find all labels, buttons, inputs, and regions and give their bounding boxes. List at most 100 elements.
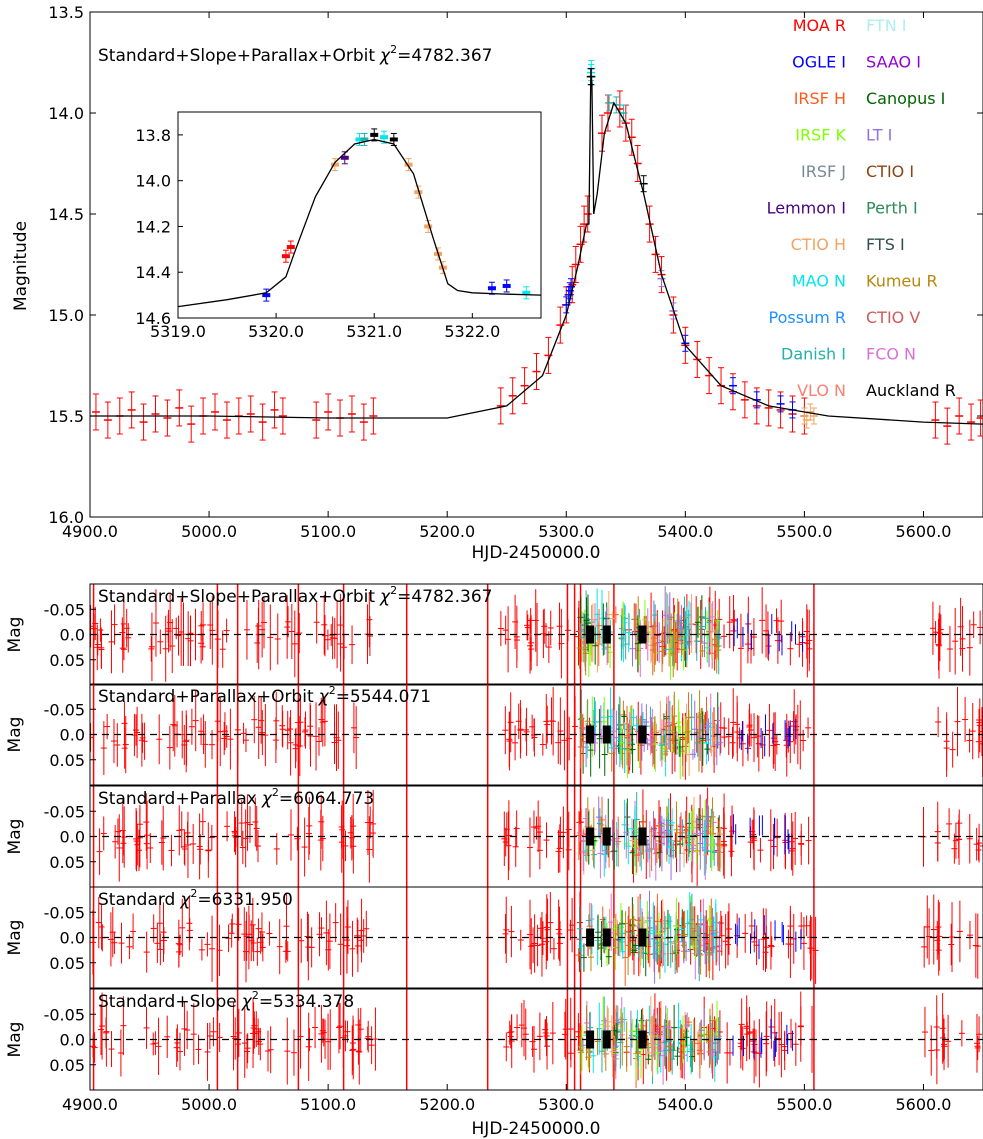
residual-block [586, 1030, 595, 1049]
data-point [270, 391, 279, 429]
residual-x-tick-label: 5400.0 [657, 1095, 713, 1114]
residual-y-tick-label: 0.0 [60, 929, 85, 948]
inset-y-tick-label: 13.8 [135, 126, 171, 145]
residual-y-tick-label: 0.05 [49, 651, 85, 670]
x-tick-label: 5200.0 [419, 522, 475, 541]
residual-block [586, 625, 595, 644]
data-point [211, 393, 220, 431]
residual-y-tick-label: 0.0 [60, 828, 85, 847]
data-point [728, 377, 737, 395]
data-point [278, 397, 287, 435]
residual-x-tick-label: 5300.0 [538, 1095, 594, 1114]
data-point [258, 403, 267, 441]
residual-y-tick-label: -0.05 [44, 700, 85, 719]
x-tick-label: 5500.0 [776, 522, 832, 541]
residual-ylabel: Mag [5, 717, 25, 753]
main-axis-ticks: 4900.0 5000.0 5100.0 5200.0 5300.0 5400.0 5500… [48, 3, 983, 541]
legend-entry: Possum R [769, 308, 846, 327]
data-point [139, 403, 148, 441]
data-point [740, 381, 749, 419]
residual-panel: -0.05 0.0 0.05 Mag Standard+Parallax χ2=6064.… [5, 785, 983, 888]
main-chi-label: Standard+Slope+Parallax+Orbit χ2=4782.367 [98, 43, 492, 66]
legend-entry: VLO N [797, 381, 846, 400]
data-point [532, 353, 541, 391]
residual-chi-label: Standard χ2=6331.950 [98, 887, 293, 910]
x-tick-label: 5600.0 [895, 522, 951, 541]
x-tick-label: 5000.0 [181, 522, 237, 541]
y-tick-label: 16.0 [48, 508, 84, 527]
legend-entry: OGLE I [792, 53, 846, 72]
residual-xlabel: HJD-2450000.0 [472, 1119, 601, 1139]
inset-x-tick-label: 5320.0 [248, 322, 304, 341]
data-point [127, 391, 136, 429]
data-point [163, 399, 172, 437]
legend-entry: SAAO I [866, 53, 921, 72]
data-point [91, 393, 100, 431]
data-point [347, 395, 356, 433]
inset-data-point [286, 240, 295, 254]
legend-entry: MAO N [792, 272, 846, 291]
data-point [583, 195, 592, 233]
residual-panels: -0.05 0.0 0.05 Mag Standard+Slope+Parallax+O… [5, 583, 983, 1114]
inset-data-points [262, 128, 531, 302]
residual-points [92, 786, 983, 887]
inset-y-tick-label: 14.4 [135, 263, 171, 282]
residual-points [90, 684, 983, 785]
residual-y-tick-label: -0.05 [44, 802, 85, 821]
inset-data-point [502, 279, 511, 293]
data-point [976, 399, 983, 437]
y-tick-label: 13.5 [48, 3, 84, 22]
residual-x-tick-label: 4900.0 [62, 1095, 118, 1114]
residual-y-tick-label: -0.05 [44, 903, 85, 922]
legend-entry: Canopus I [866, 89, 945, 108]
inset-data-point [262, 288, 271, 302]
legend-entry: Kumeu R [866, 272, 938, 291]
inset-x-tick-label: 5322.0 [444, 322, 500, 341]
main-plot-frame [89, 11, 983, 518]
legend-entry: CTIO I [866, 162, 914, 181]
data-point [943, 407, 952, 445]
inset-model-curve [177, 138, 542, 308]
residual-chi-label: Standard+Parallax χ2=6064.773 [98, 786, 374, 809]
main-ylabel: Magnitude [11, 221, 31, 311]
inset-data-point [281, 249, 290, 263]
residual-points [90, 887, 981, 988]
legend-entry: IRSF K [795, 126, 846, 145]
data-point [369, 397, 378, 435]
data-point [312, 401, 321, 439]
data-point [520, 367, 529, 405]
data-point [508, 377, 517, 415]
inset-data-point [404, 158, 413, 172]
x-tick-label: 5100.0 [300, 522, 356, 541]
inset-background [178, 112, 541, 318]
legend-entry: MOA R [793, 16, 846, 35]
residual-y-tick-label: 0.05 [49, 751, 85, 770]
residual-x-tick-label: 5200.0 [419, 1095, 475, 1114]
residual-y-tick-label: 0.05 [49, 853, 85, 872]
data-point [359, 403, 368, 441]
main-xlabel: HJD-2450000.0 [472, 543, 601, 563]
residual-y-tick-label: 0.0 [60, 1031, 85, 1050]
data-point [175, 389, 184, 427]
legend-entry: Perth I [866, 199, 918, 218]
data-point [681, 334, 690, 352]
residual-ylabel: Mag [5, 819, 25, 855]
residual-chi-label: Standard+Slope χ2=5334.378 [98, 989, 354, 1012]
inset-axis-ticks: 5319.0 5320.0 5321.0 5322.0 13.8 14.0 14.2 14.4… [135, 126, 500, 341]
data-point [222, 401, 231, 439]
residual-y-tick-label: 0.0 [60, 626, 85, 645]
inset-frame [177, 111, 542, 319]
residual-y-tick-label: -0.05 [44, 1005, 85, 1024]
y-tick-label: 15.5 [48, 407, 84, 426]
legend-entry: CTIO H [791, 235, 846, 254]
y-tick-label: 14.0 [48, 104, 84, 123]
data-point [651, 235, 660, 273]
data-point [955, 397, 964, 435]
residual-chi-label: Standard+Slope+Parallax+Orbit χ2=4782.367 [98, 584, 492, 607]
data-point [246, 395, 255, 433]
data-point [705, 357, 714, 395]
data-point [764, 389, 773, 427]
legend-entry: FCO N [866, 345, 916, 364]
residual-x-tick-label: 5600.0 [895, 1095, 951, 1114]
legend-entry: IRSF J [801, 162, 846, 181]
